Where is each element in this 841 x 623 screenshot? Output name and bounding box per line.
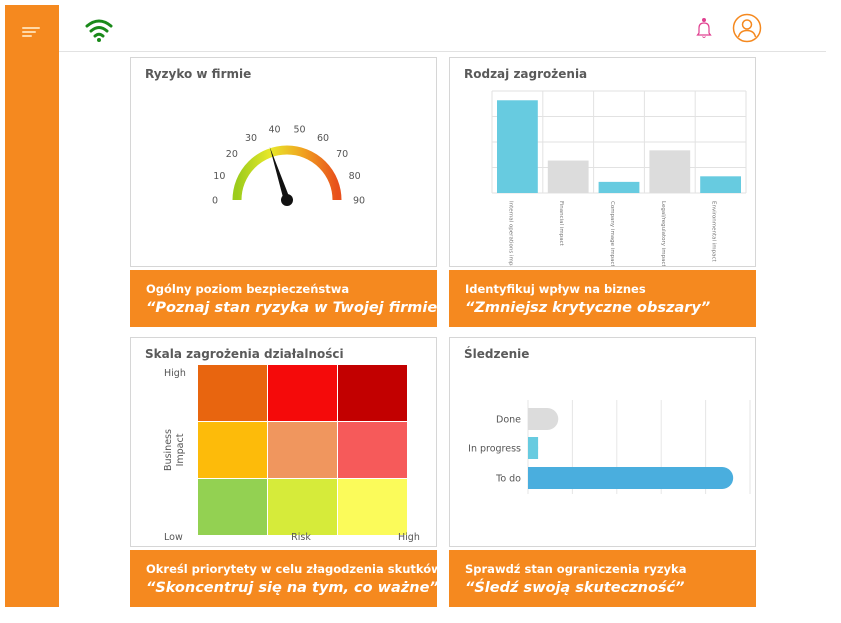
gauge-tick-label: 70: [336, 149, 348, 160]
gauge-tick-label: 60: [317, 133, 329, 144]
gauge-needle: [269, 146, 291, 201]
card-title: Śledzenie: [464, 347, 530, 361]
risk-gauge-card: Ryzyko w firmie 0 10 20 30 40 50 60 70 80 90: [130, 57, 437, 267]
wifi-icon: [85, 19, 113, 42]
matrix-cell: [198, 365, 267, 421]
sidebar: [5, 5, 59, 607]
y-tick-high: High: [164, 368, 186, 379]
matrix-cell: [338, 365, 407, 421]
progress-category-label: To do: [495, 474, 521, 485]
matrix-cell: [268, 365, 337, 421]
gauge-arc: [232, 145, 342, 201]
banner-tagline: “Zmniejsz krytyczne obszary”: [465, 300, 711, 316]
progress-bar-cap: [528, 437, 539, 459]
tracking-card: Śledzenie Done In progress To do: [449, 337, 756, 547]
banner-heading: Sprawdź stan ograniczenia ryzyka: [465, 562, 687, 576]
threat-type-chart: Internal operations impact Financial impa…: [491, 90, 747, 266]
banner-tagline: “Skoncentruj się na tym, co ważne”: [146, 580, 439, 596]
bar-category-label: Environmental impact: [711, 201, 717, 263]
risk-matrix-card: Skala zagrożenia działalności High Low Hig…: [130, 337, 437, 547]
bell-icon[interactable]: [696, 17, 712, 39]
progress-bar: [528, 467, 734, 489]
gauge-tick-label: 0: [212, 196, 218, 207]
x-tick-low: Low: [164, 532, 183, 543]
progress-category-label: In progress: [468, 444, 521, 455]
user-avatar-icon[interactable]: [732, 13, 762, 43]
gauge-tick-label: 90: [353, 196, 365, 207]
y-axis-label-line2: Impact: [175, 433, 186, 466]
bar-category-label: Internal operations impact: [507, 201, 513, 266]
bar: [547, 160, 589, 193]
risk-mitigation-banner[interactable]: Sprawdź stan ograniczenia ryzyka “Śledź …: [449, 550, 756, 607]
card-title: Ryzyko w firmie: [145, 67, 252, 81]
banner-heading: Identyfikuj wpływ na biznes: [465, 282, 646, 296]
bar-category-label: Company image impact: [609, 201, 615, 266]
matrix-cell: [338, 422, 407, 478]
bar: [700, 176, 741, 193]
banner-tagline: “Śledź swoją skuteczność”: [465, 580, 685, 596]
gauge-tick-label: 80: [349, 171, 361, 182]
matrix-cell: [198, 422, 267, 478]
bar: [497, 100, 538, 193]
matrix-cell: [198, 479, 267, 535]
x-axis-label: Risk: [291, 532, 311, 543]
card-title: Rodzaj zagrożenia: [464, 67, 588, 81]
bar: [598, 181, 640, 193]
security-level-banner[interactable]: Ogólny poziom bezpieczeństwa “Poznaj sta…: [130, 270, 447, 327]
banner-tagline: “Poznaj stan ryzyka w Twojej firmie”: [146, 300, 447, 316]
gauge-tick-label: 40: [268, 125, 280, 136]
gauge-needle-hub: [281, 194, 293, 206]
matrix-cell: [268, 479, 337, 535]
banner-heading: Określ priorytety w celu złagodzenia sku…: [146, 562, 442, 576]
gauge-tick-label: 50: [293, 125, 305, 136]
gauge-tick-label: 10: [213, 171, 225, 182]
matrix-cell: [338, 479, 407, 535]
top-bar: [59, 5, 826, 52]
y-axis-label-line1: Business: [163, 429, 174, 471]
card-title: Skala zagrożenia działalności: [145, 347, 344, 361]
bar-category-label: Financial impact: [558, 201, 564, 247]
risk-matrix-chart: High Low High Risk Business Impact: [163, 365, 420, 543]
progress-category-label: Done: [496, 415, 521, 426]
matrix-cell: [268, 422, 337, 478]
gauge-tick-label: 20: [226, 149, 238, 160]
threat-type-card: Rodzaj zagrożenia Internal operations im…: [449, 57, 756, 267]
progress-bar-cap: [528, 467, 539, 489]
x-tick-high: High: [398, 532, 420, 543]
priorities-banner[interactable]: Określ priorytety w celu złagodzenia sku…: [130, 550, 442, 607]
business-impact-banner[interactable]: Identyfikuj wpływ na biznes “Zmniejsz kr…: [449, 270, 756, 327]
bar: [649, 150, 691, 193]
tracking-chart: Done In progress To do: [468, 400, 751, 494]
gauge-tick-label: 30: [245, 133, 257, 144]
bar-category-label: Legal/regulatory impact: [660, 201, 666, 266]
banner-heading: Ogólny poziom bezpieczeństwa: [146, 282, 350, 296]
progress-bar-cap: [528, 408, 539, 430]
hamburger-icon[interactable]: [22, 25, 40, 39]
